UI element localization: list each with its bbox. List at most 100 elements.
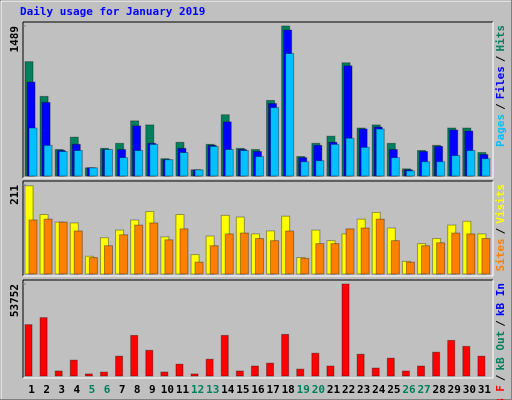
legend-entry: Files — [494, 66, 507, 99]
bar — [99, 371, 108, 377]
bar — [421, 245, 431, 275]
legend-separator: / — [494, 103, 507, 110]
x-tick-label: 5 — [89, 383, 96, 396]
x-tick-label: 26 — [402, 383, 416, 396]
bar — [405, 261, 415, 275]
bar — [164, 239, 174, 275]
bar — [145, 349, 154, 377]
bar — [401, 370, 410, 377]
legend-entry: kB Out — [494, 331, 507, 371]
bar — [43, 218, 53, 275]
x-tick-label: 8 — [134, 383, 141, 396]
bar — [315, 160, 325, 177]
bar — [160, 371, 169, 377]
bar — [390, 240, 400, 275]
bar — [209, 145, 219, 177]
bar — [462, 345, 471, 377]
legend-entry: Pages — [494, 114, 507, 147]
bar — [134, 150, 144, 177]
bar — [371, 367, 380, 377]
bar — [451, 155, 461, 177]
y-tick-label: 211 — [8, 185, 21, 205]
bar — [281, 333, 290, 377]
bar — [375, 128, 385, 177]
bar — [194, 261, 204, 275]
bar — [88, 257, 98, 275]
bar — [179, 152, 189, 177]
x-tick-label: 31 — [478, 383, 492, 396]
bar — [175, 363, 184, 377]
bar — [447, 339, 456, 377]
bar — [436, 161, 446, 177]
bar — [254, 156, 264, 177]
bar — [270, 240, 280, 275]
legend-entry: Sites — [494, 238, 507, 271]
x-tick-label: 19 — [297, 383, 310, 396]
y-tick-label: 53752 — [8, 284, 21, 317]
x-tick-label: 20 — [312, 383, 325, 396]
bar — [28, 127, 38, 177]
bar — [88, 167, 98, 177]
bar — [421, 161, 431, 177]
x-tick-label: 23 — [357, 383, 370, 396]
bar — [115, 355, 124, 377]
bar — [149, 143, 159, 177]
x-tick-label: 25 — [387, 383, 400, 396]
x-tick-label: 29 — [448, 383, 461, 396]
bar — [58, 151, 68, 177]
x-tick-label: 24 — [372, 383, 386, 396]
plot-area — [23, 280, 493, 378]
bar — [341, 283, 350, 377]
x-tick-label: 27 — [417, 383, 430, 396]
bar — [432, 351, 441, 377]
x-tick-label: 22 — [342, 383, 355, 396]
bar — [345, 137, 355, 177]
legend-separator: / — [494, 320, 507, 327]
x-tick-label: 21 — [327, 383, 341, 396]
bar — [360, 227, 370, 275]
bar — [209, 245, 219, 275]
bar — [224, 149, 234, 177]
x-tick-label: 28 — [433, 383, 446, 396]
bar — [386, 357, 395, 377]
bar — [39, 317, 48, 377]
bar — [103, 149, 113, 177]
bar — [205, 358, 214, 377]
bar — [330, 143, 340, 177]
bar — [360, 146, 370, 177]
legend: Pages / Files / Hits — [494, 25, 507, 147]
legend: kB F / kB Out / kB In — [494, 283, 507, 400]
bar — [356, 353, 365, 377]
x-tick-label: 14 — [221, 383, 235, 396]
bar — [190, 373, 199, 377]
x-tick-label: 18 — [282, 383, 295, 396]
bar — [179, 228, 189, 275]
x-tick-label: 12 — [191, 383, 204, 396]
bar — [58, 221, 68, 275]
x-tick-label: 9 — [149, 383, 156, 396]
legend-separator: / — [494, 374, 507, 381]
bar — [235, 370, 244, 377]
x-tick-label: 6 — [104, 383, 111, 396]
x-tick-label: 3 — [58, 383, 65, 396]
x-tick-label: 4 — [74, 383, 81, 396]
legend-entry: kB F — [494, 385, 507, 400]
bar — [436, 242, 446, 275]
bar — [466, 233, 476, 275]
bar — [481, 158, 491, 177]
bar — [24, 324, 33, 377]
bar — [73, 230, 83, 275]
bar — [220, 334, 229, 377]
bar — [239, 232, 249, 275]
bar — [254, 238, 264, 275]
bar — [405, 170, 415, 177]
bar — [390, 157, 400, 177]
x-tick-label: 17 — [266, 383, 279, 396]
legend-separator: / — [494, 55, 507, 62]
bar — [270, 107, 280, 177]
bar — [345, 228, 355, 275]
bar — [84, 373, 93, 377]
bar — [43, 144, 53, 177]
chart-title: Daily usage for January 2019 — [20, 5, 205, 18]
